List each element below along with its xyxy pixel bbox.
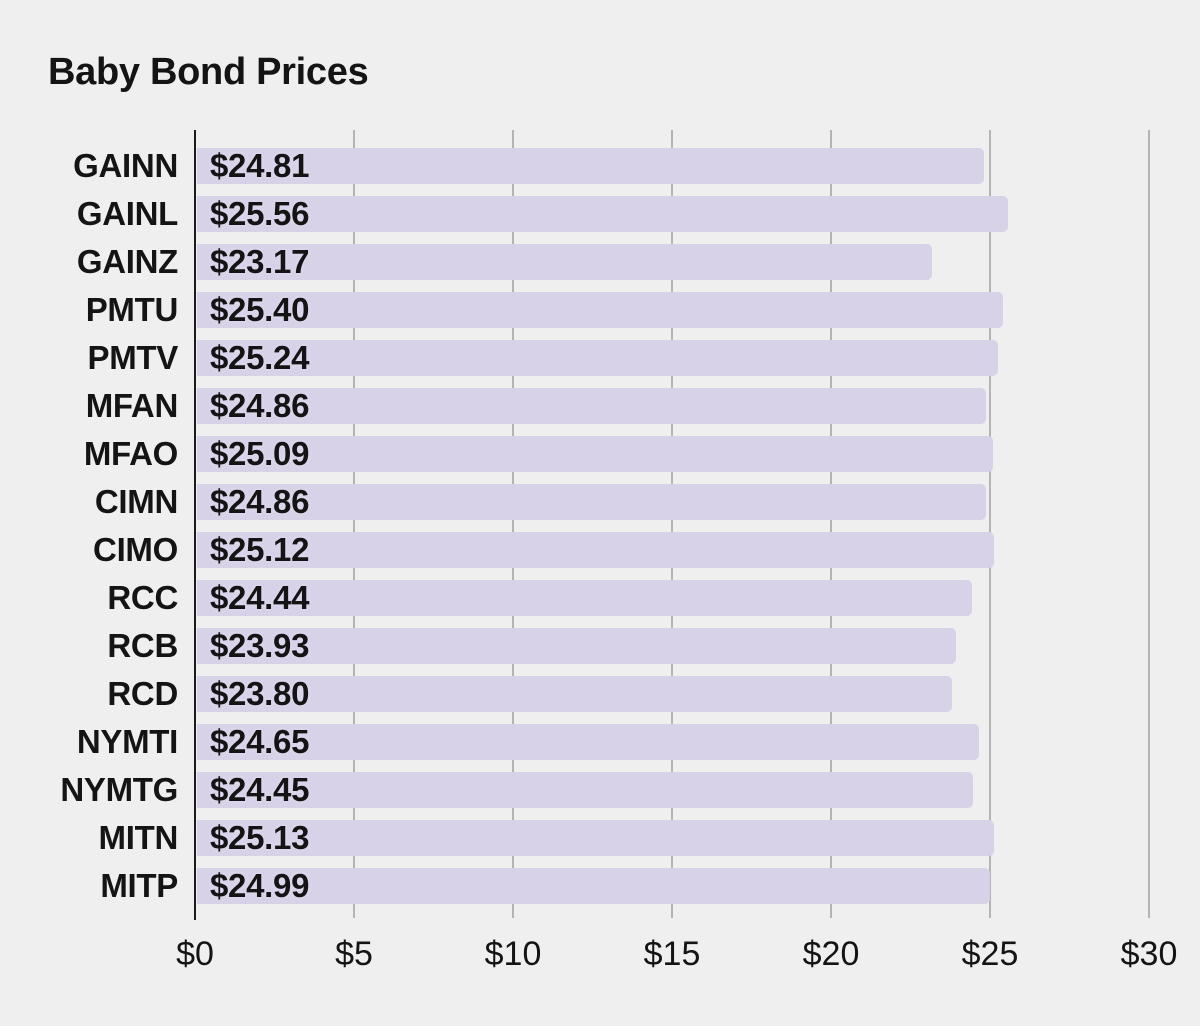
- x-tick-label: $0: [176, 935, 214, 973]
- value-label: $25.13: [210, 819, 310, 856]
- x-tick-label: $25: [961, 935, 1019, 973]
- value-label: $24.45: [210, 771, 310, 808]
- bar: $24.86: [197, 483, 986, 520]
- bar: $23.17: [197, 243, 932, 280]
- gridline: [830, 130, 832, 918]
- x-tick-label: $15: [643, 935, 701, 973]
- bar: $24.99: [197, 867, 990, 904]
- category-label: PMTU: [85, 291, 179, 328]
- gridline: [671, 130, 673, 918]
- bar-row: MITN $25.13: [0, 814, 1200, 862]
- bar: $25.12: [197, 531, 994, 568]
- bar-row: GAINZ $23.17: [0, 238, 1200, 286]
- bar: $25.56: [197, 195, 1008, 232]
- value-label: $24.81: [210, 147, 310, 184]
- bar-row: MFAO $25.09: [0, 430, 1200, 478]
- value-label: $25.56: [210, 195, 310, 232]
- bar-row: PMTU $25.40: [0, 286, 1200, 334]
- bar-row: NYMTI $24.65: [0, 718, 1200, 766]
- value-label: $24.86: [210, 387, 310, 424]
- value-label: $24.99: [210, 867, 310, 904]
- bar: $24.44: [197, 579, 972, 616]
- bar-row: GAINL $25.56: [0, 190, 1200, 238]
- x-tick-label: $20: [802, 935, 860, 973]
- bar-row: MFAN $24.86: [0, 382, 1200, 430]
- category-label: MFAO: [83, 435, 178, 472]
- bar: $24.65: [197, 723, 979, 760]
- category-label: PMTV: [87, 339, 179, 376]
- chart-title: Baby Bond Prices: [48, 51, 369, 93]
- bar-row: RCB $23.93: [0, 622, 1200, 670]
- bar-row: NYMTG $24.45: [0, 766, 1200, 814]
- category-label: CIMO: [93, 531, 178, 568]
- bar-row: GAINN $24.81: [0, 142, 1200, 190]
- category-label: GAINL: [76, 195, 178, 232]
- x-tick-label: $5: [335, 935, 373, 973]
- value-label: $25.09: [210, 435, 310, 472]
- bar: $25.09: [197, 435, 993, 472]
- y-axis-line: [194, 130, 196, 920]
- bar: $25.13: [197, 819, 994, 856]
- value-label: $25.12: [210, 531, 310, 568]
- value-label: $25.40: [210, 291, 310, 328]
- category-label: GAINN: [73, 147, 178, 184]
- bar: $25.24: [197, 339, 998, 376]
- value-label: $23.17: [210, 243, 310, 280]
- bar-row: RCD $23.80: [0, 670, 1200, 718]
- category-label: NYMTG: [60, 771, 178, 808]
- bar-row: CIMO $25.12: [0, 526, 1200, 574]
- category-label: RCD: [107, 675, 178, 712]
- x-tick-label: $30: [1120, 935, 1178, 973]
- value-label: $24.65: [210, 723, 310, 760]
- category-label: MFAN: [85, 387, 179, 424]
- gridline: [353, 130, 355, 918]
- bar-row: CIMN $24.86: [0, 478, 1200, 526]
- value-label: $24.86: [210, 483, 310, 520]
- category-label: NYMTI: [76, 723, 178, 760]
- value-label: $23.93: [210, 627, 310, 664]
- gridline: [989, 130, 991, 918]
- bar-rows: GAINN $24.81 GAINL $25.56 GAINZ $23.17 PMTU $25…: [0, 142, 1200, 910]
- x-tick-label: $10: [484, 935, 542, 973]
- category-label: GAINZ: [76, 243, 178, 280]
- gridline: [512, 130, 514, 918]
- gridline: [1148, 130, 1150, 918]
- bar-row: MITP $24.99: [0, 862, 1200, 910]
- category-label: MITP: [100, 867, 178, 904]
- value-label: $25.24: [210, 339, 310, 376]
- bar: $23.80: [197, 675, 952, 712]
- category-label: RCB: [107, 627, 178, 664]
- category-label: MITN: [98, 819, 179, 856]
- plot-area: [194, 130, 1150, 920]
- bar: $24.86: [197, 387, 986, 424]
- category-label: RCC: [107, 579, 178, 616]
- value-label: $23.80: [210, 675, 310, 712]
- bar: $23.93: [197, 627, 956, 664]
- x-axis: $0 $5 $10 $15 $20 $25 $30: [176, 935, 1177, 980]
- bar: $24.45: [197, 771, 973, 808]
- bar: $25.40: [197, 291, 1003, 328]
- category-label: CIMN: [94, 483, 178, 520]
- value-label: $24.44: [210, 579, 310, 616]
- bar-row: PMTV $25.24: [0, 334, 1200, 382]
- bar: $24.81: [197, 147, 984, 184]
- bar-row: RCC $24.44: [0, 574, 1200, 622]
